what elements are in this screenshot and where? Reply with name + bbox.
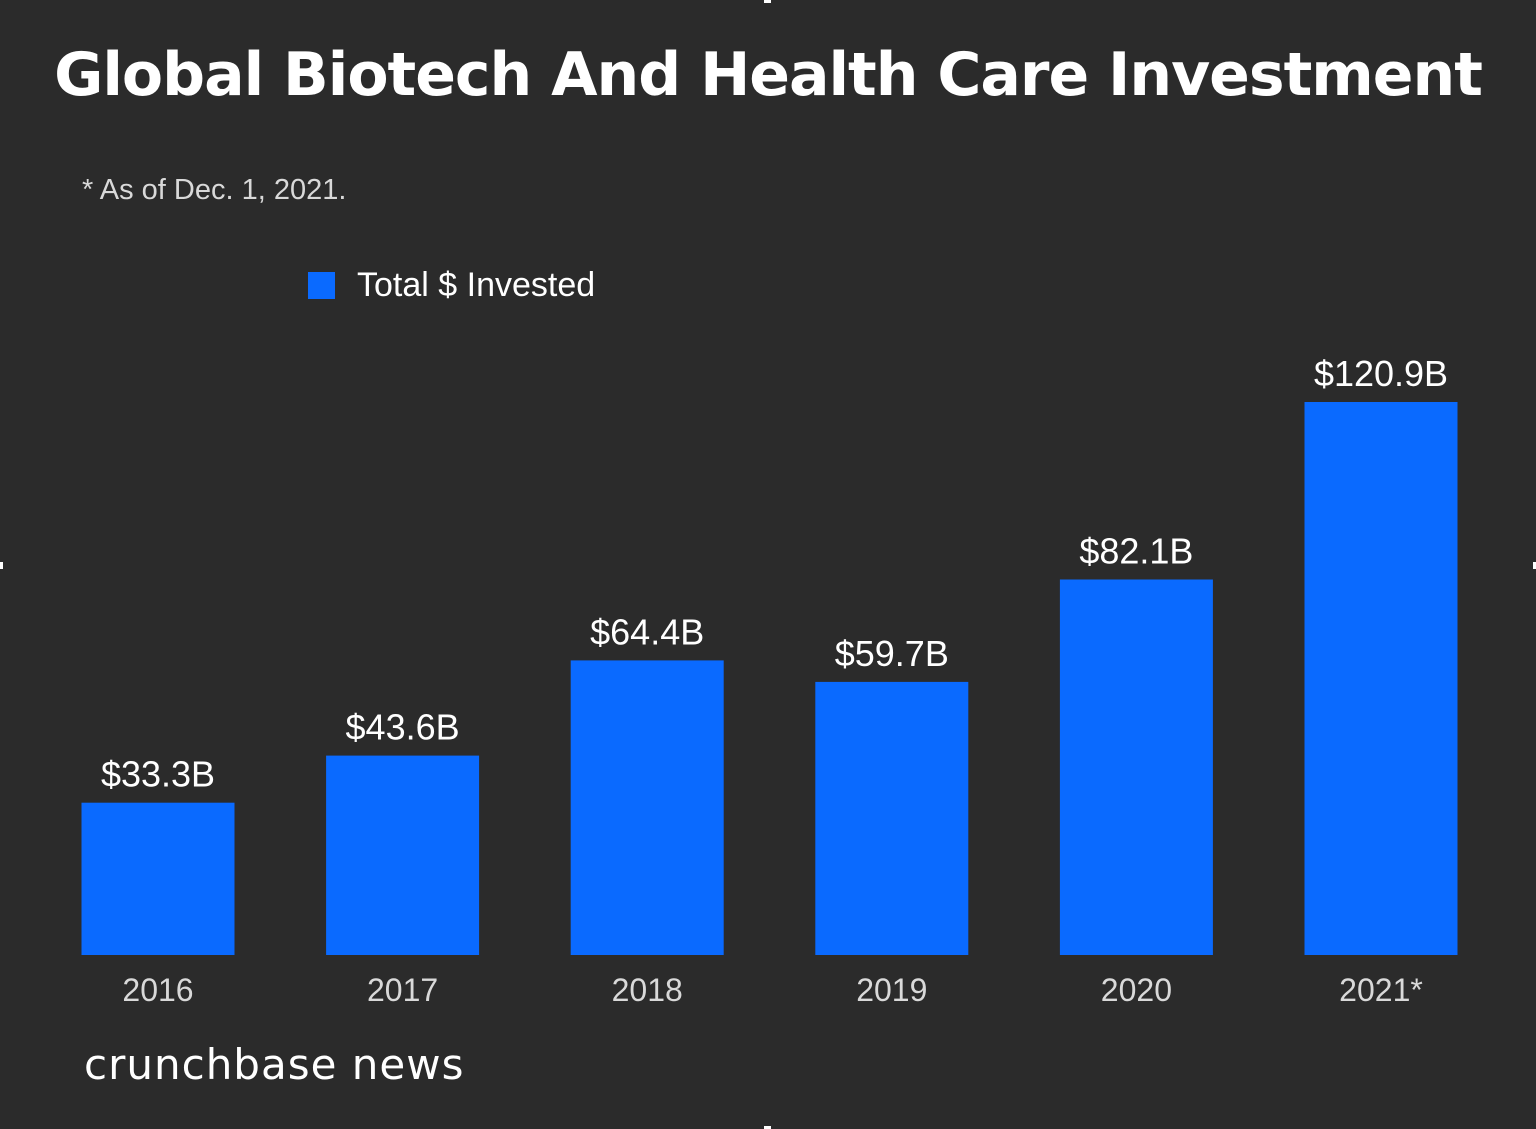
bar-2018 xyxy=(570,660,724,955)
legend-swatch xyxy=(308,272,335,299)
chart-title: Global Biotech And Health Care Investmen… xyxy=(54,40,1483,110)
bar-2019 xyxy=(815,681,969,955)
x-tick-label-2016: 2016 xyxy=(122,972,193,1008)
frame-marker-right xyxy=(1533,562,1536,569)
frame-marker-top xyxy=(764,0,771,3)
legend: Total $ Invested xyxy=(308,266,595,305)
value-label-2020: $82.1B xyxy=(1079,531,1193,572)
value-label-2019: $59.7B xyxy=(835,633,949,674)
bar-2021 xyxy=(1304,402,1458,955)
x-tick-label-2019: 2019 xyxy=(856,972,927,1008)
bar-2016 xyxy=(81,802,235,955)
x-tick-label-2017: 2017 xyxy=(367,972,438,1008)
footnote: * As of Dec. 1, 2021. xyxy=(82,174,347,206)
value-label-2018: $64.4B xyxy=(590,611,704,652)
value-label-2016: $33.3B xyxy=(101,754,215,795)
legend-label: Total $ Invested xyxy=(357,266,596,304)
bar-2017 xyxy=(326,755,480,955)
x-tick-label-2020: 2020 xyxy=(1101,972,1172,1008)
x-tick-label-2021: 2021* xyxy=(1339,972,1423,1008)
frame-marker-left xyxy=(0,562,3,569)
value-label-2017: $43.6B xyxy=(346,707,460,748)
bar-2020 xyxy=(1059,579,1213,955)
frame-marker-bottom xyxy=(764,1126,771,1129)
brand-logo-text: crunchbase news xyxy=(84,1040,465,1089)
x-tick-label-2018: 2018 xyxy=(612,972,683,1008)
value-label-2021: $120.9B xyxy=(1314,353,1448,394)
